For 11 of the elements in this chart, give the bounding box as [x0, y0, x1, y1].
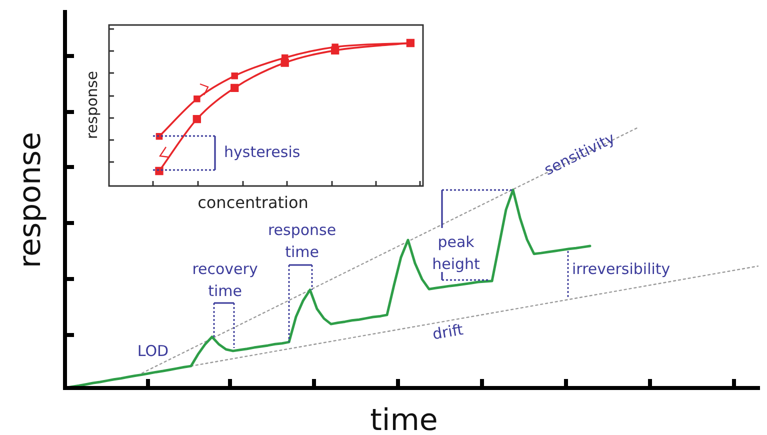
text: drift: [431, 320, 465, 344]
annotation: irreversibility: [572, 260, 670, 278]
annotation: peak height: [432, 232, 480, 273]
annotation: LOD: [137, 342, 169, 360]
x-axis-title: time: [370, 402, 438, 435]
y-axis-title: response: [12, 132, 48, 268]
y-axis-title: response: [82, 70, 101, 140]
annotation: response time: [268, 220, 336, 261]
x-axis-title: concentration: [198, 193, 308, 212]
annotation: recovery time: [192, 260, 258, 300]
annotation: hysteresis: [224, 142, 300, 161]
